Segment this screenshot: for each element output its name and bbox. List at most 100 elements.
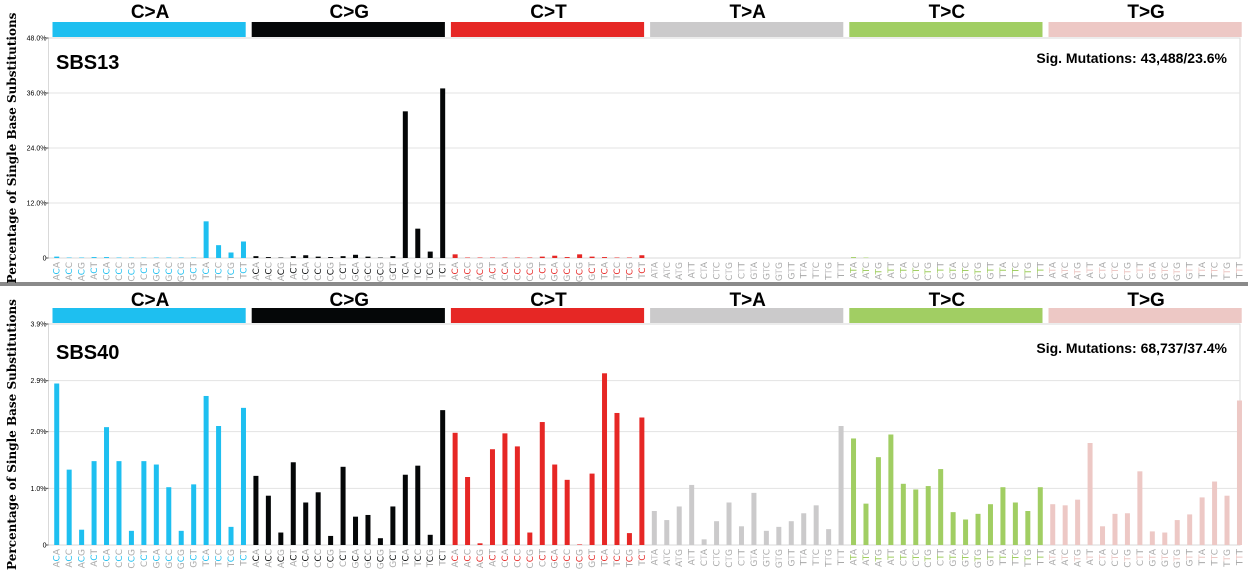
context-flank-3: A [1099, 261, 1109, 268]
context-flank-3: G [526, 549, 536, 556]
context-flank-3: C [513, 262, 523, 268]
context-label: ACA [451, 261, 461, 280]
bar [104, 257, 109, 258]
context-label: CCC [115, 549, 125, 568]
context-label: GCC [165, 549, 175, 569]
context-label: GCA [551, 548, 561, 568]
context-flank-3: A [949, 261, 959, 268]
bar [92, 257, 97, 258]
bar [166, 487, 171, 545]
context-label: CCG [127, 262, 137, 282]
context-flank-3: T [787, 262, 797, 269]
context-label: CCG [526, 262, 536, 282]
context-label: TCA [401, 261, 411, 280]
context-flank-3: A [202, 261, 212, 268]
context-label: GTG [1173, 549, 1183, 568]
mutation-type-band [252, 22, 445, 37]
context-label: TTT [837, 549, 847, 567]
bar [390, 256, 395, 258]
signature-panel-sbs13: 012.0%24.0%36.0%48.0%Percentage of Singl… [5, 2, 1245, 283]
context-flank-3: C [414, 549, 424, 555]
context-label: GTG [775, 549, 785, 568]
mutation-type-band [650, 22, 843, 37]
context-flank-3: G [1074, 262, 1084, 269]
context-flank-3: T [588, 549, 598, 556]
context-flank-3: T [339, 262, 349, 269]
bar [253, 256, 258, 258]
context-flank-3: G [825, 262, 835, 269]
context-label: TTA [999, 548, 1009, 566]
bar [938, 469, 943, 545]
context-label: CCG [127, 549, 137, 569]
context-flank-3: T [90, 262, 100, 269]
context-label: GTT [1186, 549, 1196, 567]
context-flank-3: G [1173, 549, 1183, 556]
context-label: ACG [476, 262, 486, 281]
bar [428, 252, 433, 258]
y-tick-label: 0 [43, 256, 47, 263]
context-flank-3: G [526, 262, 536, 269]
context-label: GTT [787, 262, 797, 280]
context-label: ATC [862, 549, 872, 566]
context-flank-3: C [115, 549, 125, 555]
bar [1237, 401, 1242, 546]
bar [79, 530, 84, 545]
context-label: CTT [937, 262, 947, 280]
context-label: ATC [663, 262, 673, 279]
mutation-type-label: T>A [729, 2, 766, 23]
bar [253, 476, 258, 545]
context-flank-5: G [376, 275, 386, 282]
bar [266, 257, 271, 258]
context-label: TTT [1036, 549, 1046, 567]
context-label: TTA [1198, 261, 1208, 279]
y-tick-label: 2.9% [31, 378, 47, 385]
context-label: ATA [1049, 548, 1059, 565]
y-tick-label: 0 [43, 543, 47, 550]
context-flank-3: G [476, 549, 486, 556]
bar [291, 256, 296, 258]
context-flank-3: T [688, 262, 698, 269]
bar [204, 396, 209, 545]
bar [1050, 504, 1055, 545]
context-flank-3: G [327, 262, 337, 269]
context-label: GCT [190, 549, 200, 568]
context-flank-3: A [650, 548, 660, 555]
bar [478, 543, 483, 545]
context-label: ACA [252, 548, 262, 567]
context-label: CCA [103, 548, 113, 568]
context-label: CCC [513, 549, 523, 568]
context-label: GCT [588, 262, 598, 281]
context-flank-3: T [1186, 549, 1196, 556]
context-flank-3: C [912, 262, 922, 268]
context-flank-5: G [588, 274, 598, 281]
context-flank-3: A [451, 548, 461, 555]
context-label: GTT [986, 262, 996, 280]
context-flank-3: T [289, 262, 299, 269]
context-label: CCC [314, 262, 324, 281]
bar [490, 449, 495, 545]
context-flank-3: C [464, 549, 474, 555]
context-flank-3: A [103, 261, 113, 268]
bar [67, 470, 72, 545]
context-flank-3: G [376, 262, 386, 269]
context-flank-3: G [1223, 262, 1233, 269]
context-flank-3: C [65, 549, 75, 555]
context-label: GCT [588, 549, 598, 568]
bar [390, 506, 395, 545]
context-label: ATT [688, 549, 698, 566]
context-flank-5: G [576, 562, 586, 569]
context-label: ACG [78, 549, 88, 568]
bar [1225, 496, 1230, 545]
context-label: GCT [389, 549, 399, 568]
context-label: GCG [576, 262, 586, 282]
context-label: GCG [177, 262, 187, 282]
context-label: ATT [1086, 549, 1096, 566]
context-label: ACT [289, 549, 299, 567]
context-label: ATG [675, 549, 685, 567]
context-flank-3: T [439, 262, 449, 269]
signature-mutation-count: Sig. Mutations: 68,737/37.4% [1036, 340, 1227, 356]
bar [913, 489, 918, 545]
context-label: TCA [202, 261, 212, 280]
context-flank-3: T [1186, 262, 1196, 269]
signature-mutation-count: Sig. Mutations: 43,488/23.6% [1036, 50, 1227, 66]
